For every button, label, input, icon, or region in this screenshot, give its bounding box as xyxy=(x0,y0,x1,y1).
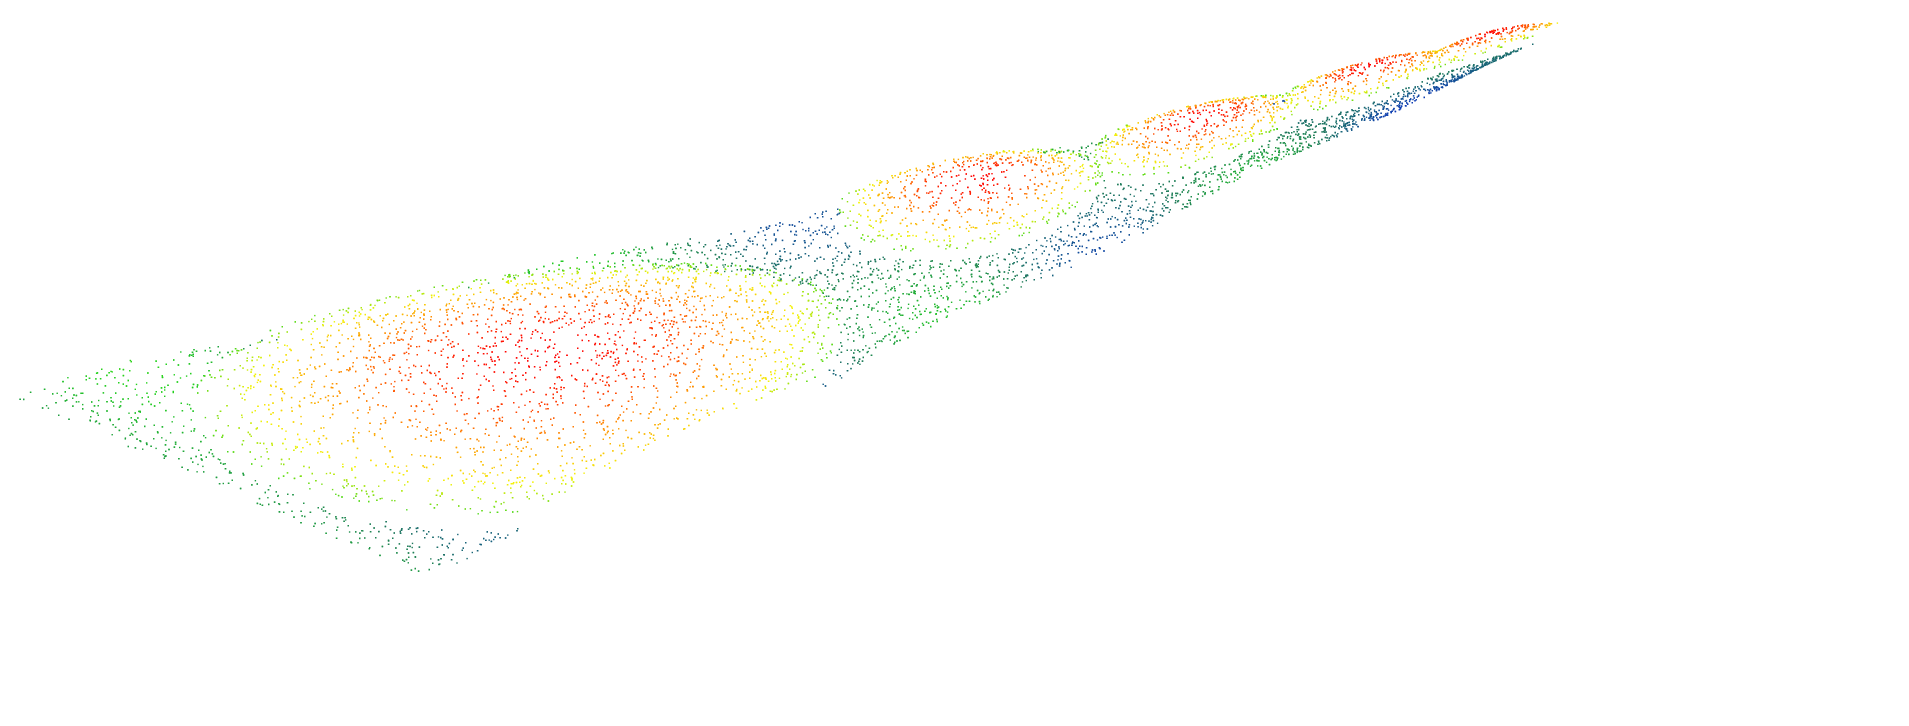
point-layer xyxy=(19,22,1559,572)
terrain-mound-1 xyxy=(283,245,803,465)
terrain-mound-5 xyxy=(1430,0,1552,71)
mound-layer xyxy=(283,0,1552,465)
terrain-mound-4 xyxy=(1293,0,1446,114)
